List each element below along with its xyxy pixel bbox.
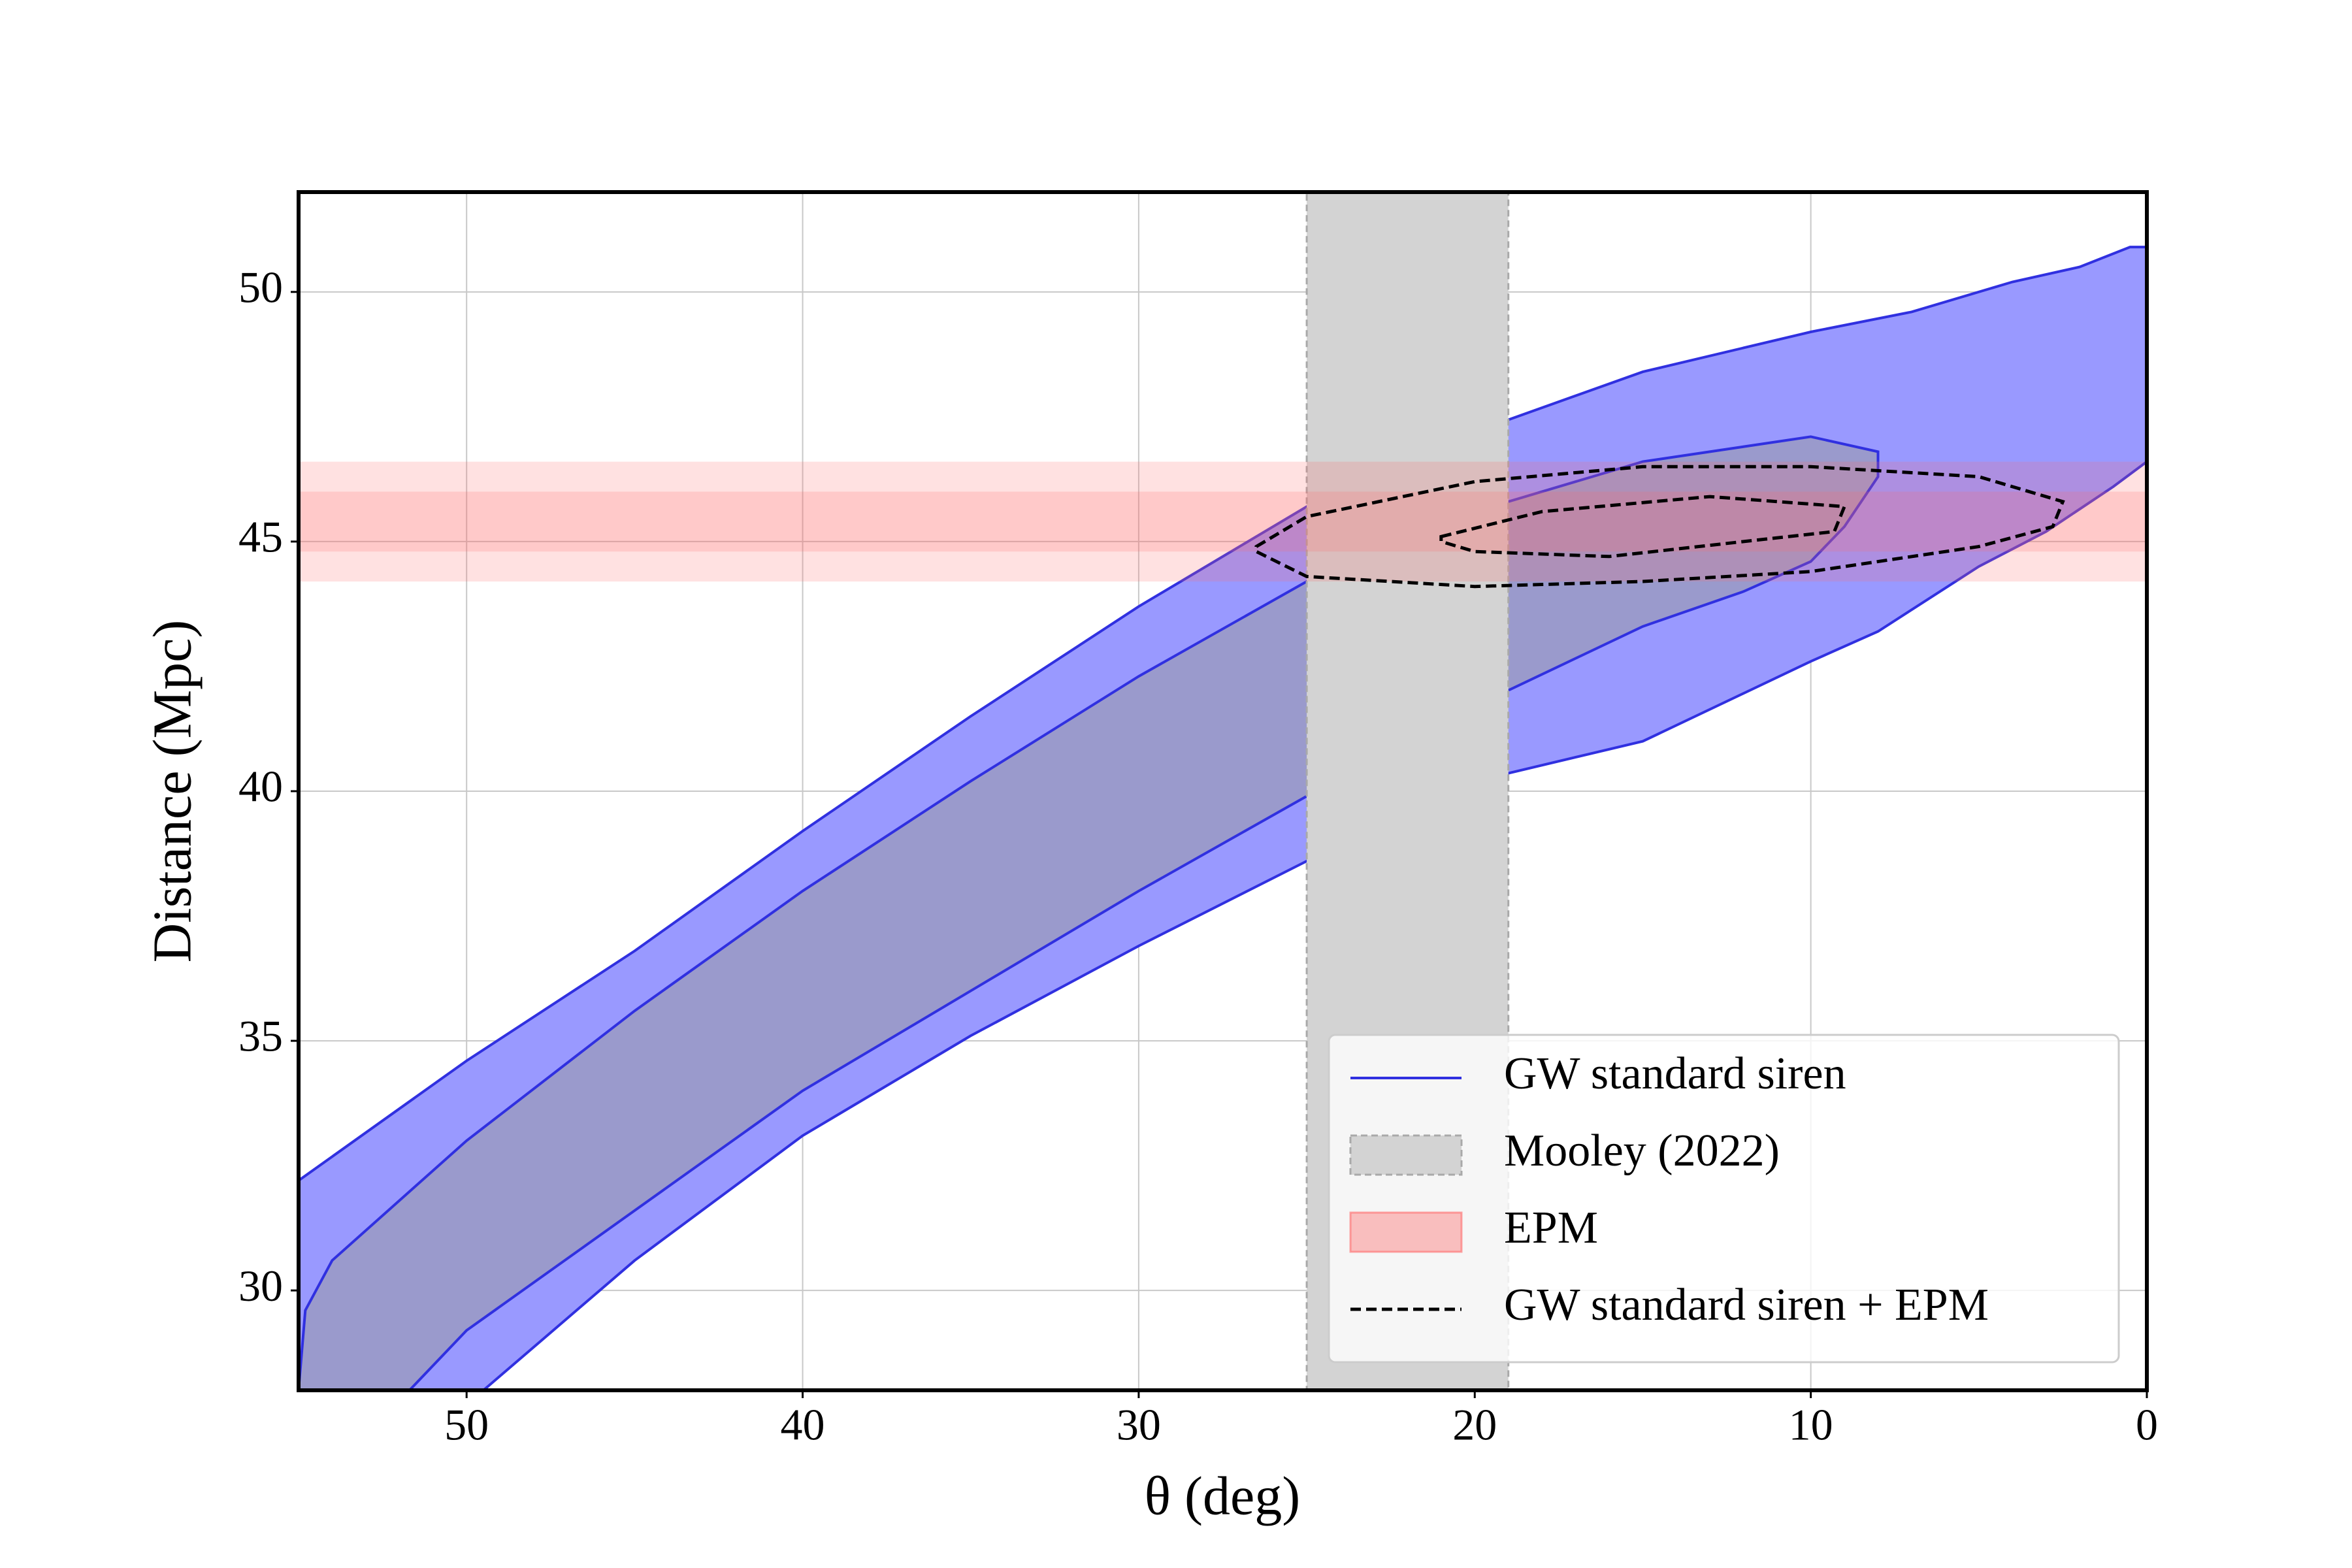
- y-tick-label: 35: [238, 1011, 283, 1061]
- legend-box: [1328, 1034, 2120, 1364]
- y-axis-label: Distance (Mpc): [142, 620, 203, 963]
- plot-area: [299, 192, 2147, 1390]
- contour-line: [1254, 465, 2065, 589]
- y-tick-label: 40: [238, 762, 283, 811]
- x-tick-label: 20: [1452, 1400, 1497, 1450]
- axes-overlay: 50 40 30 20 10 0 30 35 40 45 50 GW standard siren Mo…: [238, 190, 2158, 1450]
- x-tick-label: 10: [1789, 1400, 1833, 1450]
- y-tick-label: 30: [238, 1261, 283, 1311]
- x-tick-label: 0: [2136, 1400, 2158, 1450]
- x-tick-label: 30: [1117, 1400, 1161, 1450]
- x-tick-label: 40: [781, 1400, 825, 1450]
- legend-label: EPM: [1504, 1203, 1598, 1253]
- legend-swatch: [1349, 1134, 1463, 1176]
- y-tick-label: 45: [238, 512, 283, 562]
- legend-label: Mooley (2022): [1504, 1126, 1780, 1176]
- x-axis-label: θ (deg): [1145, 1465, 1300, 1526]
- legend-label: GW standard siren: [1504, 1049, 1846, 1099]
- legend-swatch: [1349, 1211, 1463, 1253]
- y-tick-label: 50: [238, 262, 283, 312]
- legend-label: GW standard siren + EPM: [1504, 1280, 1989, 1330]
- x-tick-label: 50: [444, 1400, 489, 1450]
- span-band: [299, 491, 2147, 552]
- contour-line: [1439, 495, 1847, 559]
- axes-frame: [297, 190, 2149, 1392]
